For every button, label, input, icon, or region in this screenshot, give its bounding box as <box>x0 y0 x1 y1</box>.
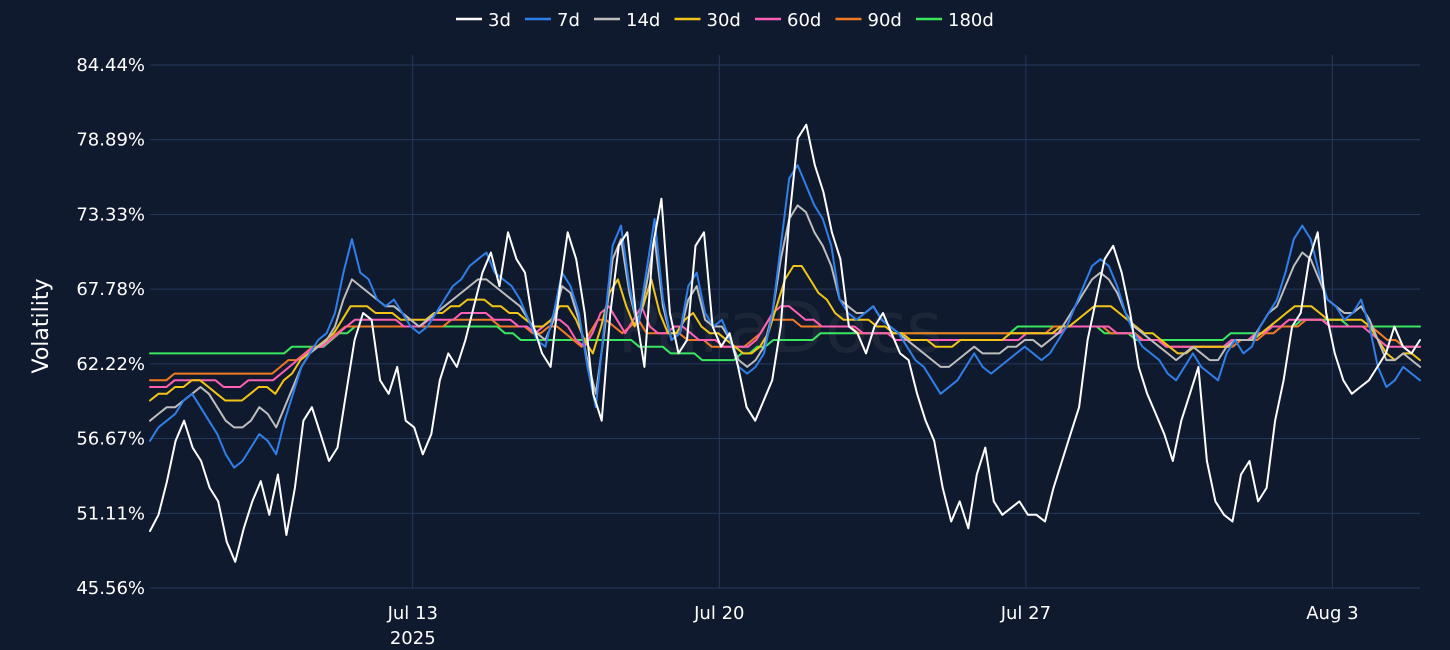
y-axis-title: Volatility <box>29 278 54 373</box>
legend-label: 3d <box>488 10 511 31</box>
legend-item-14d: 14d <box>594 10 660 31</box>
legend-label: 60d <box>787 10 821 31</box>
legend-item-90d: 90d <box>835 10 902 31</box>
legend-label: 14d <box>626 10 660 31</box>
axis-layer: 84.44% 78.89% 73.33% 67.78% 62.22% 56.67% 51.1… <box>76 55 1358 649</box>
legend-label: 180d <box>948 10 994 31</box>
series-line-7d <box>149 164 1421 469</box>
x-tick-label: Jul 27 <box>1000 603 1051 624</box>
y-tick-label: 56.67% <box>76 429 145 450</box>
series-line-14d <box>149 204 1421 429</box>
legend: 3d 7d 14d 30d 60d 90d 180d <box>456 10 994 31</box>
y-tick-label: 67.78% <box>76 279 145 300</box>
legend-item-180d: 180d <box>916 10 994 31</box>
x-tick-label: Jul 20 <box>693 603 744 624</box>
x-tick-sublabel: 2025 <box>390 628 436 649</box>
legend-item-60d: 60d <box>755 10 821 31</box>
series-line-3d <box>149 123 1421 563</box>
legend-label: 30d <box>707 10 741 31</box>
series-layer <box>149 123 1421 563</box>
y-tick-label: 62.22% <box>76 354 145 375</box>
y-tick-label: 51.11% <box>76 503 145 524</box>
legend-label: 90d <box>868 10 902 31</box>
x-tick-label: Jul 13 <box>387 603 438 624</box>
legend-label: 7d <box>557 10 580 31</box>
y-tick-label: 84.44% <box>76 55 145 76</box>
y-tick-label: 73.33% <box>76 204 145 225</box>
y-tick-label: 45.56% <box>76 578 145 599</box>
x-tick-label: Aug 3 <box>1306 603 1358 624</box>
legend-item-30d: 30d <box>674 10 741 31</box>
legend-item-7d: 7d <box>525 10 580 31</box>
y-tick-label: 78.89% <box>76 130 145 151</box>
legend-item-3d: 3d <box>456 10 511 31</box>
